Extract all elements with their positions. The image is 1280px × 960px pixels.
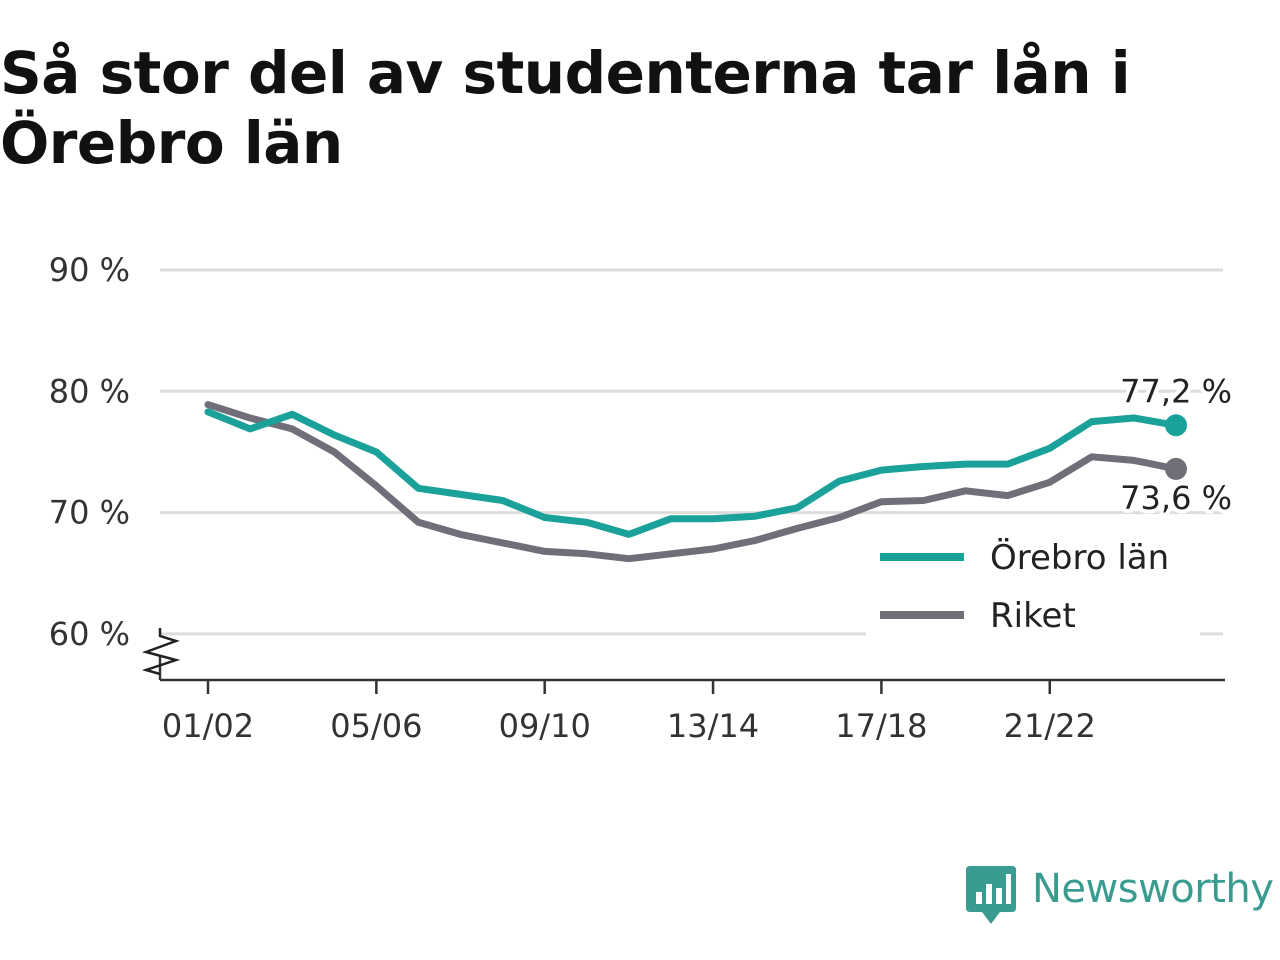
newsworthy-logo-icon [966, 866, 1016, 924]
axes [141, 628, 1225, 682]
series-line-riket [204, 401, 1180, 563]
y-tick-label: 70 % [49, 494, 130, 532]
legend-label-riket: Riket [990, 596, 1076, 636]
series-end-points [1165, 414, 1187, 480]
end-label-riket: 73,6 % [1120, 479, 1232, 517]
end-point-riket [1165, 457, 1187, 480]
x-axis-ticks: 01/02 05/06 09/10 13/14 17/18 21/22 [162, 680, 1096, 745]
series-line-orebro [204, 408, 1180, 538]
legend: Örebro län Riket [866, 532, 1200, 636]
y-axis-ticks: 60 % 70 % 80 % 90 % [49, 251, 130, 653]
chart-title: Så stor del av studenterna tar lån i Öre… [0, 39, 1131, 177]
x-tick-label: 05/06 [330, 707, 422, 745]
x-tick-label: 21/22 [1004, 707, 1096, 745]
end-point-orebro [1165, 414, 1187, 437]
legend-label-orebro: Örebro län [990, 537, 1169, 578]
y-axis-break-icon [141, 628, 181, 676]
x-tick-label: 17/18 [835, 707, 927, 745]
line-chart: 60 % 70 % 80 % 90 % 01/02 05/06 09/10 13/14 17/… [48, 251, 1236, 745]
y-tick-label: 60 % [49, 615, 130, 653]
brand-name: Newsworthy [1032, 866, 1274, 912]
series-end-labels: 77,2 % 73,6 % [1116, 368, 1236, 521]
series-lines [204, 401, 1180, 563]
y-tick-label: 80 % [49, 372, 130, 410]
brand-logo: Newsworthy [964, 864, 1274, 926]
x-tick-label: 09/10 [499, 707, 591, 745]
x-tick-label: 13/14 [667, 707, 759, 745]
x-tick-label: 01/02 [162, 707, 254, 745]
end-label-orebro: 77,2 % [1120, 372, 1232, 410]
y-tick-label: 90 % [49, 251, 130, 289]
